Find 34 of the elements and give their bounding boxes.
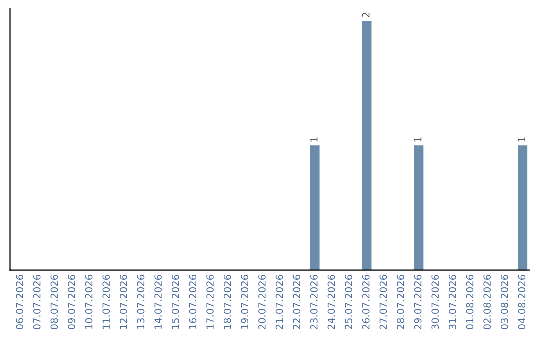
x-tick-label: 28.07.2026: [397, 275, 404, 330]
x-tick-label: 08.07.2026: [50, 275, 58, 330]
x-tick-label: 01.08.2026: [466, 275, 474, 330]
x-tick-label: 22.07.2026: [293, 275, 301, 330]
x-tick-label: 07.07.2026: [33, 275, 41, 330]
x-tick-label: 03.08.2026: [500, 275, 508, 330]
x-tick-label: 30.07.2026: [432, 275, 440, 330]
x-tick-label: 19.07.2026: [241, 275, 249, 330]
data-label: 1: [414, 138, 422, 142]
x-tick-label: 13.07.2026: [137, 275, 145, 330]
x-tick-label: 21.07.2026: [276, 275, 284, 330]
x-tick-label: 17.07.2026: [206, 275, 214, 330]
x-tick-label: 16.07.2026: [189, 275, 197, 330]
x-tick-label: 14.07.2026: [154, 275, 162, 330]
data-label: 1: [518, 138, 526, 142]
data-label: 1: [310, 138, 318, 142]
x-tick-label: 18.07.2026: [224, 275, 232, 330]
x-tick-label: 02.08.2026: [484, 275, 492, 330]
x-tick-label: 04.08.2026: [518, 275, 526, 330]
x-tick-label: 26.07.2026: [362, 275, 370, 330]
x-tick-label: 20.07.2026: [258, 275, 266, 330]
x-tick-label: 12.07.2026: [120, 275, 128, 330]
x-tick-label: 23.07.2026: [310, 275, 318, 330]
x-tick-label: 29.07.2026: [414, 275, 422, 330]
x-tick-label: 11.07.2026: [102, 275, 110, 330]
x-tick-label: 06.07.2026: [16, 275, 24, 330]
x-tick-label: 10.07.2026: [85, 275, 93, 330]
x-tick-label: 15.07.2026: [172, 275, 180, 330]
x-tick-label: 09.07.2026: [68, 275, 76, 330]
x-tick-label: 25.07.2026: [345, 275, 352, 330]
x-tick-label: 24.07.2026: [328, 275, 336, 330]
x-tick-label: 31.07.2026: [449, 275, 456, 330]
x-tick-label: 27.07.2026: [380, 275, 388, 330]
data-label: 2: [362, 12, 370, 18]
